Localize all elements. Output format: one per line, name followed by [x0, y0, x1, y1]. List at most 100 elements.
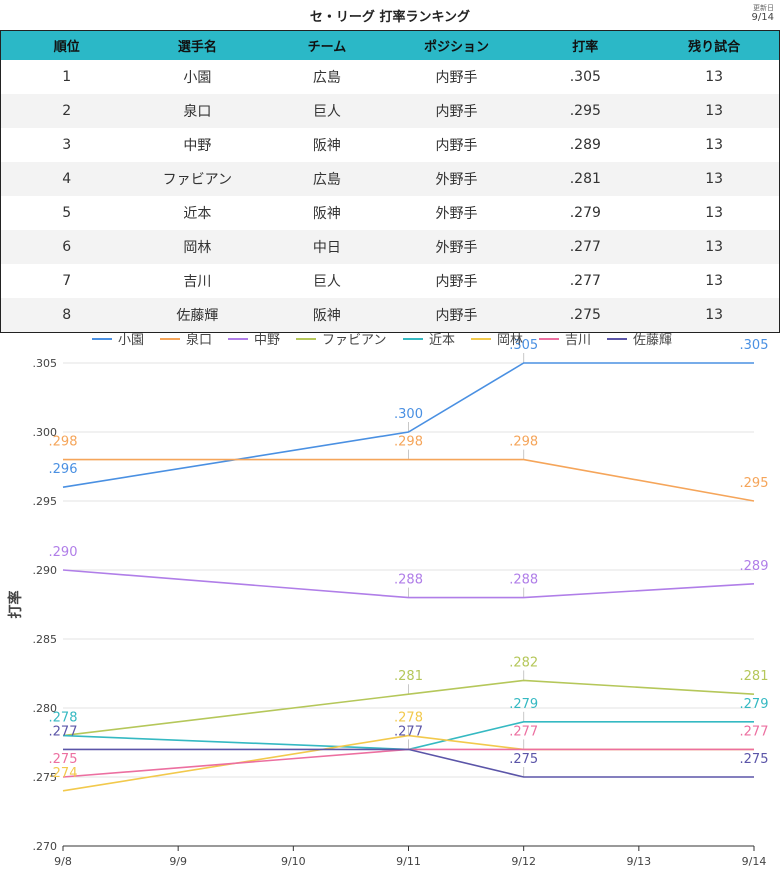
- y-tick-label: .270: [33, 840, 58, 853]
- table-row: 6 岡林 中日 外野手 .277 13: [0, 230, 780, 264]
- rank-cell: 5: [0, 196, 133, 230]
- data-label: .277: [49, 724, 78, 739]
- header-remaining-games: 残り試合: [649, 30, 780, 60]
- x-tick-label: 9/10: [281, 855, 306, 868]
- data-label: .277: [394, 724, 423, 739]
- legend-label: 泉口: [186, 332, 212, 348]
- average-cell: .281: [521, 162, 650, 196]
- position-cell: 外野手: [391, 196, 522, 230]
- remaining-cell: 13: [649, 60, 780, 94]
- remaining-cell: 13: [649, 264, 780, 298]
- legend-label: 岡林: [497, 333, 523, 348]
- data-label: .274: [49, 766, 78, 781]
- player-cell: 泉口: [132, 94, 263, 128]
- header-rank: 順位: [0, 30, 133, 60]
- position-cell: 外野手: [391, 230, 522, 264]
- legend-item[interactable]: 岡林: [471, 333, 523, 348]
- table-row: 5 近本 阪神 外野手 .279 13: [0, 196, 780, 230]
- team-cell: 巨人: [262, 94, 392, 128]
- series-line: [62, 679, 755, 737]
- updated-label: 更新日: [753, 4, 774, 12]
- x-tick-label: 9/8: [54, 855, 72, 868]
- y-axis-label: 打率: [7, 591, 24, 619]
- data-label: .298: [509, 435, 538, 450]
- legend-item[interactable]: 中野: [228, 333, 280, 348]
- data-label: .275: [509, 752, 538, 767]
- data-label: .279: [740, 697, 769, 712]
- data-label: .298: [394, 435, 423, 450]
- rank-cell: 4: [0, 162, 133, 196]
- player-cell: 中野: [132, 128, 263, 162]
- rank-cell: 2: [0, 94, 133, 128]
- series-line: [62, 569, 755, 599]
- rank-cell: 1: [0, 60, 133, 94]
- data-label: .281: [394, 669, 423, 684]
- average-cell: .277: [521, 264, 650, 298]
- data-label: .277: [509, 724, 538, 739]
- table-row: 3 中野 阪神 内野手 .289 13: [0, 128, 780, 162]
- average-cell: .289: [521, 128, 650, 162]
- data-label: .279: [509, 697, 538, 712]
- data-label: .298: [49, 435, 78, 450]
- data-label: .278: [49, 711, 78, 726]
- header-position: ポジション: [391, 30, 522, 60]
- position-cell: 内野手: [391, 298, 522, 333]
- legend-item[interactable]: 泉口: [160, 332, 212, 348]
- position-cell: 外野手: [391, 162, 522, 196]
- average-cell: .277: [521, 230, 650, 264]
- remaining-cell: 13: [649, 128, 780, 162]
- legend-item[interactable]: 近本: [403, 333, 455, 348]
- batting-average-chart: .270 .275 .280 .285 .290 .295 .300 .305 9/8 9/9 9/…: [7, 332, 769, 868]
- remaining-cell: 13: [649, 230, 780, 264]
- y-tick-label: .280: [33, 702, 58, 715]
- x-tick-label: 9/13: [626, 855, 651, 868]
- data-label: .281: [740, 669, 769, 684]
- y-tick-label: .295: [33, 495, 58, 508]
- legend-item[interactable]: 小園: [92, 333, 144, 348]
- data-label: .305: [740, 338, 769, 353]
- legend-item[interactable]: 吉川: [539, 333, 591, 348]
- team-cell: 中日: [262, 230, 392, 264]
- data-label: .275: [740, 752, 769, 767]
- player-cell: ファビアン: [132, 162, 263, 196]
- data-label: .295: [740, 476, 769, 491]
- team-cell: 阪神: [262, 196, 392, 230]
- team-cell: 阪神: [262, 298, 392, 333]
- series-line: [62, 720, 754, 751]
- data-label: .305: [509, 338, 538, 353]
- player-cell: 岡林: [132, 230, 263, 264]
- player-cell: 小園: [132, 60, 263, 94]
- average-cell: .279: [521, 196, 650, 230]
- legend-label: 小園: [118, 333, 144, 348]
- series-line: [63, 748, 754, 778]
- remaining-cell: 13: [649, 162, 780, 196]
- y-tick-label: .285: [33, 633, 58, 646]
- legend-item[interactable]: ファビアン: [296, 333, 386, 348]
- x-tick-label: 9/14: [742, 855, 767, 868]
- data-label: .288: [509, 573, 538, 588]
- position-cell: 内野手: [391, 264, 522, 298]
- data-label: .300: [394, 407, 423, 422]
- series-line: [63, 458, 755, 502]
- table-row: 4 ファビアン 広島 外野手 .281 13: [0, 162, 780, 196]
- header-team: チーム: [262, 30, 392, 60]
- remaining-cell: 13: [649, 196, 780, 230]
- data-label: .289: [740, 559, 769, 574]
- page-title: セ・リーグ 打率ランキング: [309, 10, 471, 25]
- team-cell: 広島: [262, 162, 392, 196]
- data-label: .296: [49, 462, 78, 477]
- remaining-cell: 13: [649, 94, 780, 128]
- x-tick-label: 9/11: [396, 855, 421, 868]
- legend-item[interactable]: 佐藤輝: [607, 333, 672, 348]
- position-cell: 内野手: [391, 94, 522, 128]
- data-label: .288: [394, 573, 423, 588]
- table-row: 8 佐藤輝 阪神 内野手 .275 13: [0, 298, 780, 333]
- average-cell: .295: [521, 94, 650, 128]
- x-tick-label: 9/9: [169, 855, 187, 868]
- legend-label: 吉川: [565, 333, 591, 348]
- table-row: 7 吉川 巨人 内野手 .277 13: [0, 264, 780, 298]
- remaining-cell: 13: [649, 298, 780, 333]
- player-cell: 近本: [132, 196, 263, 230]
- position-cell: 内野手: [391, 128, 522, 162]
- team-cell: 巨人: [262, 264, 392, 298]
